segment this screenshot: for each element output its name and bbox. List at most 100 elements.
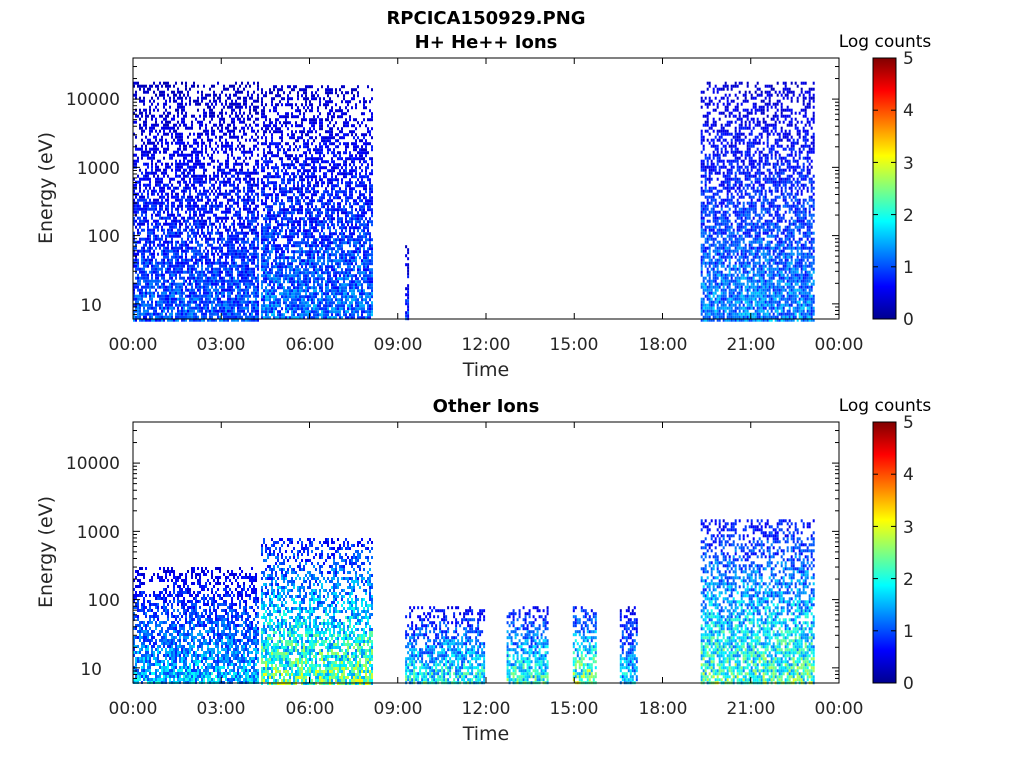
spectrogram-cell xyxy=(169,289,171,292)
spectrogram-cell xyxy=(261,109,263,112)
spectrogram-cell xyxy=(237,136,239,139)
spectrogram-cell xyxy=(141,100,143,103)
spectrogram-cell xyxy=(225,112,227,115)
spectrogram-cell xyxy=(187,238,189,241)
spectrogram-cell xyxy=(273,154,275,157)
spectrogram-cell xyxy=(303,280,305,283)
spectrogram-cell xyxy=(249,139,251,142)
spectrogram-cell xyxy=(307,211,309,214)
spectrogram-cell xyxy=(255,298,257,301)
spectrogram-cell xyxy=(235,265,237,268)
spectrogram-cell xyxy=(289,292,291,295)
spectrogram-cell xyxy=(289,175,291,178)
spectrogram-cell xyxy=(149,241,151,244)
spectrogram-cell xyxy=(211,250,213,253)
spectrogram-cell xyxy=(149,133,151,136)
spectrogram-cell xyxy=(207,283,209,286)
spectrogram-cell xyxy=(263,121,265,124)
spectrogram-cell xyxy=(175,271,177,274)
spectrogram-cell xyxy=(205,193,207,196)
spectrogram-cell xyxy=(153,268,155,271)
spectrogram-cell xyxy=(177,106,179,109)
spectrogram-cell xyxy=(217,232,219,235)
spectrogram-cell xyxy=(311,286,313,289)
spectrogram-cell xyxy=(279,214,281,217)
spectrogram-cell xyxy=(253,250,255,253)
spectrogram-cell xyxy=(309,151,311,154)
spectrogram-cell xyxy=(241,262,243,265)
spectrogram-cell xyxy=(227,274,229,277)
spectrogram-cell xyxy=(135,211,137,214)
spectrogram-cell xyxy=(239,190,241,193)
spectrogram-cell xyxy=(227,88,229,91)
spectrogram-cell xyxy=(163,211,165,214)
spectrogram-cell xyxy=(175,172,177,175)
spectrogram-cell xyxy=(229,193,231,196)
spectrogram-cell xyxy=(165,313,167,316)
spectrogram-cell xyxy=(203,256,205,259)
spectrogram-cell xyxy=(217,292,219,295)
spectrogram-cell xyxy=(175,262,177,265)
spectrogram-cell xyxy=(223,196,225,199)
spectrogram-cell xyxy=(139,298,141,301)
spectrogram-cell xyxy=(201,310,203,313)
spectrogram-cell xyxy=(179,106,181,109)
spectrogram-cell xyxy=(157,166,159,169)
spectrogram-cell xyxy=(145,211,147,214)
spectrogram-cell xyxy=(225,127,227,130)
spectrogram-cell xyxy=(239,172,241,175)
spectrogram-cell xyxy=(137,283,139,286)
spectrogram-cell xyxy=(313,166,315,169)
spectrogram-cell xyxy=(309,121,311,124)
spectrogram-cell xyxy=(263,295,265,298)
spectrogram-cell xyxy=(205,280,207,283)
spectrogram-cell xyxy=(285,115,287,118)
spectrogram-cell xyxy=(275,265,277,268)
spectrogram-cell xyxy=(309,211,311,214)
spectrogram-cell xyxy=(271,175,273,178)
spectrogram-cell xyxy=(257,214,259,217)
spectrogram-cell xyxy=(267,277,269,280)
spectrogram-cell xyxy=(315,166,317,169)
spectrogram-cell xyxy=(287,256,289,259)
spectrogram-cell xyxy=(285,142,287,145)
spectrogram-cell xyxy=(249,295,251,298)
spectrogram-cell xyxy=(201,223,203,226)
spectrogram-cell xyxy=(257,310,259,313)
spectrogram-cell xyxy=(233,256,235,259)
spectrogram-cell xyxy=(229,298,231,301)
spectrogram-cell xyxy=(183,283,185,286)
spectrogram-cell xyxy=(145,169,147,172)
panel-h-he-ions: H+ He++ Ions 00:00 03:00 06:00 09:00 12:… xyxy=(35,32,931,381)
spectrogram-cell xyxy=(293,277,295,280)
spectrogram-cell xyxy=(273,313,275,316)
spectrogram-cell xyxy=(187,217,189,220)
spectrogram-cell xyxy=(247,238,249,241)
spectrogram-cell xyxy=(177,304,179,307)
spectrogram-cell xyxy=(205,133,207,136)
spectrogram-cell xyxy=(217,268,219,271)
spectrogram-cell xyxy=(149,298,151,301)
spectrogram-cell xyxy=(307,274,309,277)
spectrogram-cell xyxy=(201,133,203,136)
spectrogram-cell xyxy=(251,310,253,313)
spectrogram-cell xyxy=(191,196,193,199)
spectrogram-cell xyxy=(209,163,211,166)
spectrogram-cell xyxy=(191,274,193,277)
spectrogram-cell xyxy=(207,226,209,229)
spectrogram-cell xyxy=(211,301,213,304)
spectrogram-cell xyxy=(297,292,299,295)
spectrogram-cell xyxy=(141,256,143,259)
spectrogram-cell xyxy=(263,232,265,235)
spectrogram-cell xyxy=(187,283,189,286)
spectrogram-cell xyxy=(243,283,245,286)
spectrogram-cell xyxy=(257,280,259,283)
spectrogram-cell xyxy=(309,310,311,313)
spectrogram-cell xyxy=(197,97,199,100)
spectrogram-cell xyxy=(199,307,201,310)
spectrogram-cell xyxy=(231,235,233,238)
spectrogram-cell xyxy=(177,286,179,289)
spectrogram-cell xyxy=(191,247,193,250)
spectrogram-cell xyxy=(141,112,143,115)
spectrogram-cell xyxy=(207,310,209,313)
